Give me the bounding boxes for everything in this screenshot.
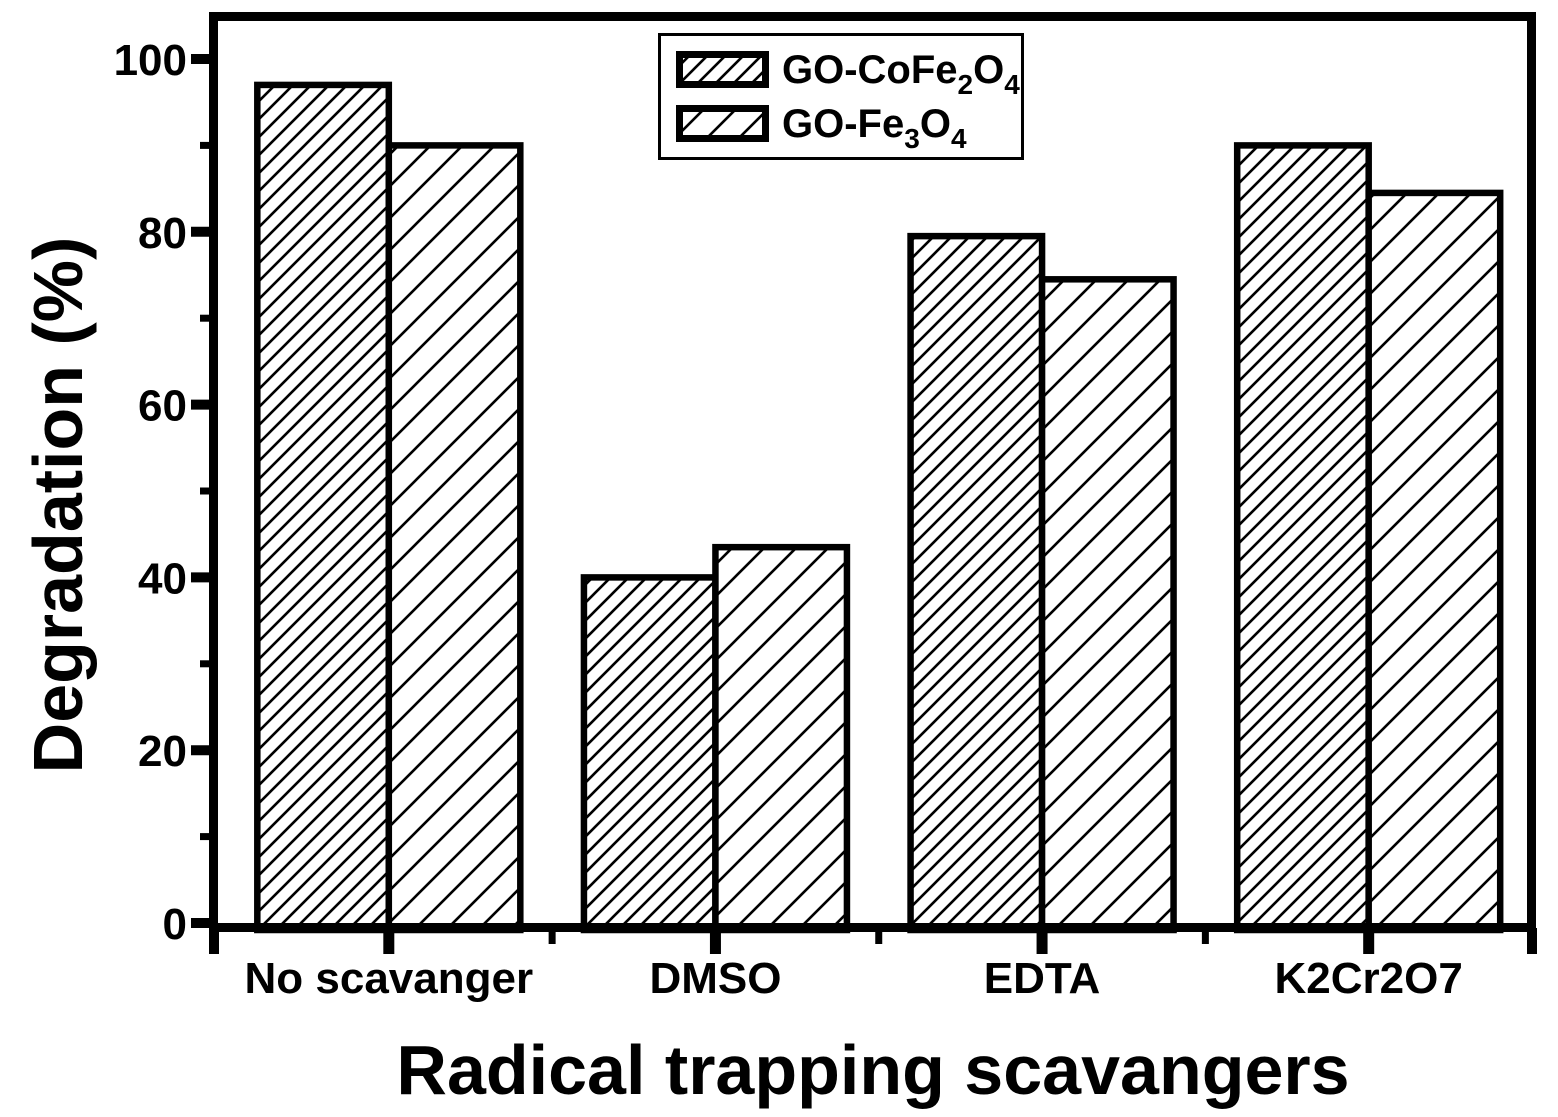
legend-text: GO-CoFe: [782, 47, 958, 92]
legend-swatch-dense-hatch-icon: [676, 51, 769, 88]
legend-item-go-cofe2o4: GO-CoFe2O4: [676, 47, 1021, 99]
bars-layer: [254, 81, 1504, 934]
legend: GO-CoFe2O4 GO-Fe3O4: [658, 33, 1024, 160]
bar-GO-CoFe2O4-edta: [907, 232, 1046, 934]
x-category-label: DMSO: [649, 954, 781, 1003]
x-category-label: No scavanger: [245, 954, 534, 1003]
bar-GO-Fe3O4-dmso: [712, 543, 851, 934]
bar-GO-Fe3O4-k2cr2o7: [1365, 189, 1504, 934]
y-axis-title: Degradation (%): [19, 236, 97, 774]
legend-swatch-sparse-hatch-icon: [676, 105, 769, 142]
plot-frame: [209, 12, 1536, 932]
y-tick-label: 20: [138, 727, 187, 776]
y-tick-label: 100: [114, 36, 187, 85]
ticks-layer: 0 20 40 60 80 100 No scavanger DMSO EDTA K2Cr2O7: [114, 36, 1537, 1003]
x-category-label: K2Cr2O7: [1275, 954, 1463, 1003]
legend-text: O: [973, 47, 1005, 92]
x-axis-title: Radical trapping scavangers: [396, 1031, 1350, 1109]
bar-GO-CoFe2O4-k2cr2o7: [1233, 142, 1372, 934]
legend-text: O: [919, 101, 951, 146]
y-tick-label: 40: [138, 554, 187, 603]
legend-text: GO-Fe: [782, 101, 905, 146]
y-tick-label: 0: [163, 900, 187, 949]
y-tick-label: 60: [138, 382, 187, 431]
bar-GO-Fe3O4-no-scavanger: [385, 142, 524, 934]
bar-GO-Fe3O4-edta: [1038, 276, 1177, 934]
y-tick-label: 80: [138, 209, 187, 258]
legend-label-go-cofe2o4: GO-CoFe2O4: [782, 47, 1020, 99]
legend-label-go-fe3o4: GO-Fe3O4: [782, 101, 967, 153]
legend-subscript: 4: [950, 123, 967, 155]
legend-subscript: 2: [957, 69, 974, 101]
legend-subscript: 3: [904, 123, 920, 155]
legend-subscript: 4: [1004, 69, 1020, 101]
x-category-label: EDTA: [984, 954, 1101, 1003]
legend-item-go-fe3o4: GO-Fe3O4: [676, 101, 1021, 153]
bar-GO-CoFe2O4-no-scavanger: [254, 81, 393, 934]
bar-GO-CoFe2O4-dmso: [580, 574, 719, 934]
